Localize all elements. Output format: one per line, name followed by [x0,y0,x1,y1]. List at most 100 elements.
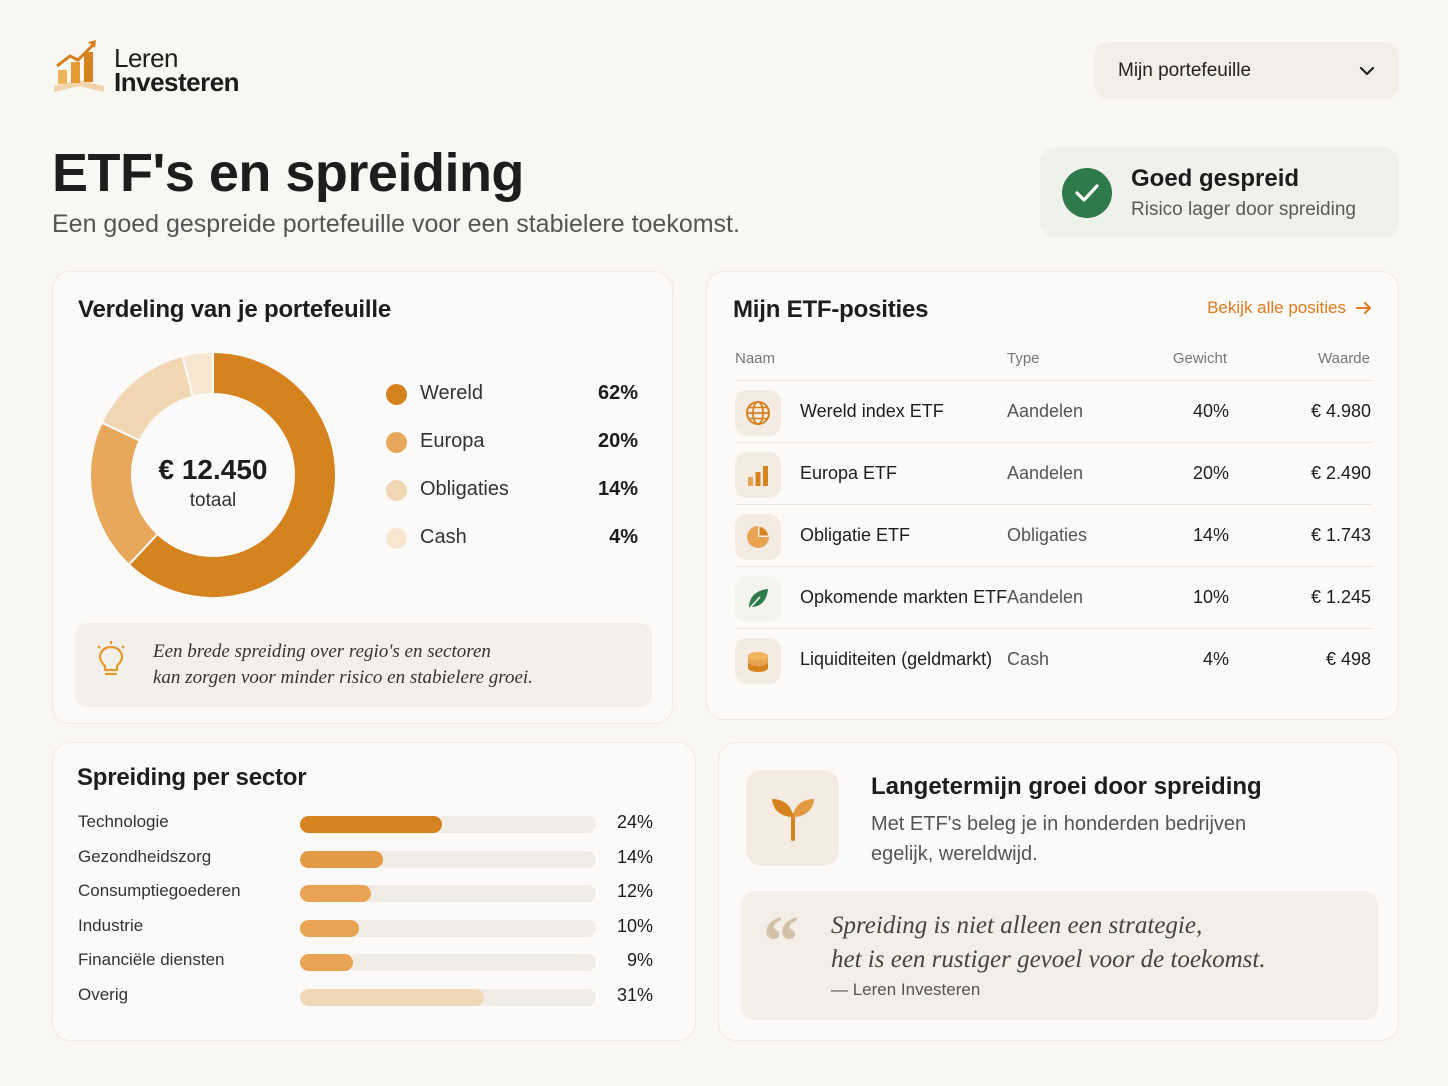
growth-text: Met ETF's beleg je in honderden bedrijve… [871,809,1311,869]
sector-row: Overig 31% [78,985,653,1019]
growth-text-line2: egelijk, wereldwijd. [871,843,1038,865]
column-header-value[interactable]: Waarde [1318,350,1370,367]
growth-text-line1: Met ETF's beleg je in honderden bedrijve… [871,813,1247,835]
sector-row: Gezondheidszorg 14% [78,847,653,881]
quote-icon: “ [763,901,799,981]
etf-value: € 2.490 [1310,463,1371,483]
brand-line2: Investeren [114,67,240,97]
etf-positions-card: Mijn ETF-posities Bekijk alle posities N… [706,271,1399,720]
legend-label: Europa [420,430,485,452]
etf-name: Wereld index ETF [800,401,944,421]
donut-slice-obligaties [100,354,195,442]
brand-logo[interactable]: Leren Investeren [52,36,240,97]
etf-type: Aandelen [1007,401,1084,421]
sector-bar-track [300,920,596,937]
page-title: ETF's en spreiding [52,143,524,203]
quote-box: “ Spreiding is niet alleen een strategie… [741,891,1378,1020]
legend-percent: 20% [597,430,638,452]
legend-item: Wereld 62% [386,376,638,424]
sector-percent: 9% [626,950,653,970]
etf-value: € 1.743 [1310,525,1371,545]
distribution-legend: Wereld 62% Europa 20% Obligaties 14% Cas… [386,376,638,568]
legend-item: Europa 20% [386,424,638,472]
sector-percent: 24% [616,812,653,832]
etf-weight: 20% [1192,463,1229,483]
legend-label: Cash [420,526,467,548]
etf-value: € 1.245 [1310,587,1371,607]
sector-label: Industrie [78,916,144,935]
view-all-label: Bekijk alle posities [1207,298,1346,317]
sector-label: Overig [78,985,129,1004]
sector-row: Financiële diensten 9% [78,950,653,984]
distribution-card: Verdeling van je portefeuille € 12.450 t… [52,271,673,724]
lightbulb-icon [97,641,125,676]
sector-bar-fill [300,816,442,833]
quote-line1: Spreiding is niet alleen een strategie, [831,912,1203,939]
etf-name: Liquiditeiten (geldmarkt) [800,649,993,669]
column-header-name[interactable]: Naam [735,350,776,367]
total-label: totaal [189,490,237,511]
etf-weight: 40% [1192,401,1229,421]
coins-icon [735,638,781,684]
etf-name: Obligatie ETF [800,525,911,545]
table-row[interactable]: Obligatie ETF Obligaties 14% € 1.743 [735,504,1373,566]
sector-bar-track [300,816,596,833]
sector-percent: 31% [616,985,653,1005]
table-row[interactable]: Opkomende markten ETF Aandelen 10% € 1.2… [735,566,1373,628]
bar-chart-icon [735,452,781,498]
arrow-right-icon [1356,302,1371,314]
portfolio-select[interactable]: Mijn portefeuille [1094,42,1399,99]
donut-slice-wereld [127,350,337,599]
sector-label: Technologie [78,812,169,831]
legend-label: Obligaties [420,478,509,500]
sector-bar-track [300,989,596,1006]
sector-bar-track [300,885,596,902]
legend-dot [386,384,407,405]
sector-label: Financiële diensten [78,950,225,969]
etf-weight: 4% [1202,649,1229,669]
sector-bar-track [300,954,596,971]
legend-dot [386,528,407,549]
logo-chart-icon [54,40,104,92]
status-title: Goed gespreid [1131,164,1300,192]
sector-bar-fill [300,851,383,868]
check-icon [1062,167,1112,218]
etf-type: Aandelen [1007,587,1084,607]
quote-line2: het is een rustiger gevoel voor de toeko… [831,946,1266,973]
legend-dot [386,432,407,453]
legend-item: Cash 4% [386,520,638,568]
view-all-link[interactable]: Bekijk alle posities [1207,298,1372,318]
column-header-type[interactable]: Type [1007,350,1040,367]
tip-line2: kan zorgen voor minder risico en stabiel… [153,667,533,688]
legend-percent: 14% [597,478,638,500]
sector-card: Spreiding per sector Technologie 24% Gez… [52,742,696,1041]
etf-weight: 14% [1192,525,1229,545]
etf-name: Europa ETF [800,463,898,483]
legend-dot [386,480,407,501]
sector-label: Consumptiegoederen [78,881,241,900]
donut-center: € 12.450 totaal [133,454,293,512]
leaf-icon [735,576,781,622]
sector-percent: 10% [616,916,653,936]
sector-bar-fill [300,885,371,902]
table-row[interactable]: Wereld index ETF Aandelen 40% € 4.980 [735,380,1373,442]
legend-percent: 4% [609,526,638,548]
distribution-donut-chart [89,350,337,599]
sector-bar-fill [300,989,484,1006]
table-row[interactable]: Europa ETF Aandelen 20% € 2.490 [735,442,1373,504]
etf-type: Cash [1007,649,1050,669]
etf-weight: 10% [1192,587,1229,607]
table-row[interactable]: Liquiditeiten (geldmarkt) Cash 4% € 498 [735,628,1373,690]
donut-slice-cash [181,350,214,398]
globe-icon [735,390,781,436]
sector-row: Industrie 10% [78,916,653,950]
quote-author: — Leren Investeren [831,980,981,999]
column-header-weight[interactable]: Gewicht [1172,350,1227,367]
sector-bar-fill [300,920,359,937]
growth-title: Langetermijn groei door spreiding [871,773,1262,800]
legend-percent: 62% [597,382,638,404]
etf-type: Obligaties [1007,525,1088,545]
sector-percent: 14% [616,847,653,867]
status-card: Goed gespreid Risico lager door spreidin… [1040,147,1399,238]
sector-title: Spreiding per sector [77,764,307,791]
